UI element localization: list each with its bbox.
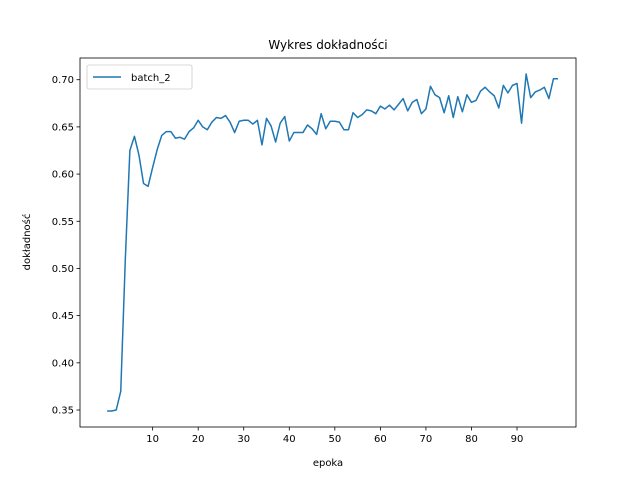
x-tick-label: 90 — [511, 434, 524, 445]
y-axis-label: dokładność — [21, 214, 33, 271]
chart-title: Wykres dokładności — [268, 38, 387, 52]
y-tick-label: 0.65 — [52, 122, 74, 133]
x-tick-label: 60 — [374, 434, 387, 445]
y-axis: 0.35 0.40 0.45 0.50 0.55 0.60 0.65 0.70 — [52, 75, 80, 417]
y-tick-label: 0.40 — [52, 358, 74, 369]
y-tick-label: 0.60 — [52, 170, 74, 181]
x-tick-label: 80 — [465, 434, 478, 445]
y-tick-label: 0.45 — [52, 311, 74, 322]
plot-frame — [79, 57, 577, 428]
legend-entry-batch-2: batch_2 — [131, 73, 171, 84]
x-tick-label: 20 — [192, 434, 205, 445]
x-tick-label: 10 — [146, 434, 159, 445]
plot-area — [107, 73, 559, 412]
y-tick-label: 0.50 — [52, 264, 74, 275]
x-tick-label: 50 — [328, 434, 341, 445]
x-tick-label: 40 — [283, 434, 296, 445]
legend: batch_2 — [86, 64, 193, 90]
series-line-batch-2 — [107, 73, 559, 412]
y-tick-label: 0.35 — [52, 406, 74, 417]
legend-box — [86, 64, 193, 90]
x-tick-label: 70 — [420, 434, 433, 445]
x-axis: 10 20 30 40 50 60 70 80 90 — [146, 427, 523, 445]
y-tick-label: 0.70 — [52, 75, 74, 86]
x-axis-label: epoka — [313, 458, 343, 469]
x-tick-label: 30 — [237, 434, 250, 445]
y-tick-label: 0.55 — [52, 217, 74, 228]
